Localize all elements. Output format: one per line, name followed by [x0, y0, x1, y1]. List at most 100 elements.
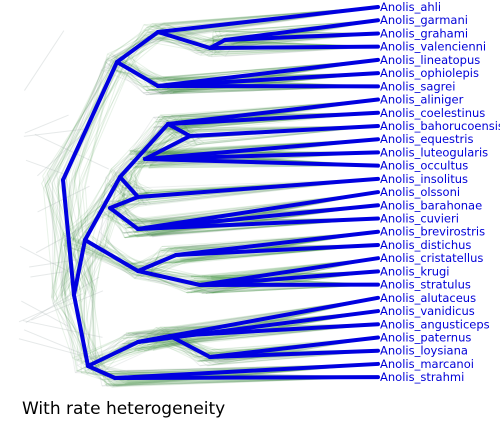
sample-tree-branch — [100, 350, 125, 366]
sample-tree-branch — [85, 334, 152, 363]
consensus-branch — [118, 122, 170, 179]
sample-tree-branch — [129, 53, 150, 90]
sample-tree-branch — [164, 129, 179, 143]
sample-tree-branch — [110, 126, 164, 170]
sample-tree-branch — [164, 129, 196, 144]
sample-tree-branch — [78, 58, 114, 172]
sample-tree-branch — [184, 339, 226, 353]
sample-tree-branch — [129, 143, 189, 155]
tip-label: Anolis_stratulus — [380, 278, 471, 292]
sample-tree-branch — [133, 262, 191, 277]
consensus-branch — [136, 190, 380, 231]
tip-label: Anolis_grahami — [380, 26, 468, 40]
sample-tree-branch — [106, 242, 144, 273]
sample-tree-branch — [51, 234, 64, 298]
sample-tree-branch — [125, 129, 176, 177]
consensus-branch — [143, 134, 192, 161]
sample-tree-branch — [129, 272, 210, 294]
sample-tree-branch — [105, 206, 130, 236]
sample-tree-branch — [105, 176, 133, 203]
consensus-branch — [136, 203, 380, 231]
sample-tree-branch — [52, 298, 88, 374]
sample-tree-branch — [97, 347, 154, 365]
sample-tree-branch — [97, 367, 121, 372]
sample-tree-branch — [74, 180, 92, 288]
sample-tree-branch — [67, 184, 110, 248]
sample-tree-branch — [169, 341, 213, 366]
tip-label: Anolis_paternus — [380, 331, 471, 345]
tip-label: Anolis_ophiolepis — [380, 66, 479, 80]
tip-label: Anolis_loysiana — [380, 344, 468, 358]
sample-tree-branch — [59, 299, 83, 363]
sample-tree-branch — [101, 209, 126, 229]
sample-tree-branch — [151, 262, 164, 273]
sample-tree-branch — [85, 231, 100, 287]
sample-tree-branch — [44, 53, 112, 187]
sample-tree-branch — [72, 335, 127, 359]
sample-tree-branch — [119, 118, 163, 173]
sample-tree-branch — [153, 35, 195, 51]
sample-tree-branch — [124, 53, 174, 88]
consensus-branch — [156, 5, 380, 34]
sample-tree-branch — [112, 203, 151, 210]
consensus-branch — [61, 60, 119, 182]
sample-tree-branch — [52, 62, 107, 183]
sample-tree-branch — [99, 177, 121, 245]
sample-tree-branch — [56, 68, 114, 176]
sample-tree-branch — [78, 171, 87, 295]
consensus-branch — [72, 238, 87, 297]
sample-tree-branch — [112, 63, 147, 91]
sample-tree-branch — [108, 115, 172, 185]
consensus-branch — [61, 178, 76, 297]
sample-tree-branch — [130, 254, 167, 264]
sample-tree-branch — [42, 188, 54, 289]
consensus-branch — [83, 238, 140, 273]
sample-tree-branch — [104, 207, 124, 234]
consensus-branch — [113, 361, 380, 380]
sample-tree-branch — [61, 295, 79, 371]
sample-tree-branch — [74, 69, 117, 172]
sample-tree-branch — [18, 338, 94, 360]
consensus-branch — [108, 206, 140, 231]
sample-tree-branch — [62, 181, 116, 246]
sample-tree-branch — [153, 34, 216, 53]
sample-tree-branch — [64, 239, 142, 277]
sample-tree-branch — [131, 245, 193, 270]
sample-tree-branch — [207, 34, 226, 41]
sample-tree-branch — [119, 23, 163, 57]
sample-tree-branch — [123, 188, 127, 208]
sample-tree-branch — [149, 25, 226, 42]
sample-tree-branch — [31, 290, 104, 321]
sample-tree-branch — [123, 327, 165, 345]
consensus-branch — [223, 18, 380, 42]
tip-label: Anolis_krugi — [380, 264, 450, 278]
sample-tree-branch — [92, 332, 127, 374]
sample-tree-branch — [61, 182, 86, 296]
sample-tree-branch — [147, 279, 196, 288]
sample-tree-branch — [82, 361, 103, 380]
tip-label: Anolis_luteogularis — [380, 145, 488, 159]
sample-tree-branch — [64, 295, 78, 372]
tip-label: Anolis_equestris — [380, 132, 473, 146]
consensus-branch — [108, 195, 140, 210]
sample-tree-branch — [25, 159, 67, 176]
tip-label: Anolis_occultus — [380, 159, 468, 173]
sample-tree-branch — [41, 67, 112, 184]
sample-tree-branch — [172, 343, 207, 362]
sample-tree-branch — [79, 288, 93, 358]
sample-tree-branch — [142, 40, 197, 52]
sample-tree-branch — [182, 122, 198, 146]
sample-tree-branch — [60, 287, 76, 373]
sample-tree-branch — [85, 294, 95, 362]
sample-tree-branch — [56, 187, 94, 297]
sample-tree-branch — [51, 176, 60, 298]
consensus-branch — [166, 110, 380, 126]
tip-label: Anolis_garmani — [380, 13, 468, 27]
sample-tree-branch — [75, 303, 100, 363]
sample-tree-branch — [115, 69, 147, 91]
sample-tree-branch — [133, 116, 159, 187]
sample-tree-branch — [68, 174, 78, 289]
sample-tree-branch — [117, 192, 148, 202]
sample-tree-branch — [52, 297, 102, 366]
sample-tree-branch — [119, 120, 182, 185]
